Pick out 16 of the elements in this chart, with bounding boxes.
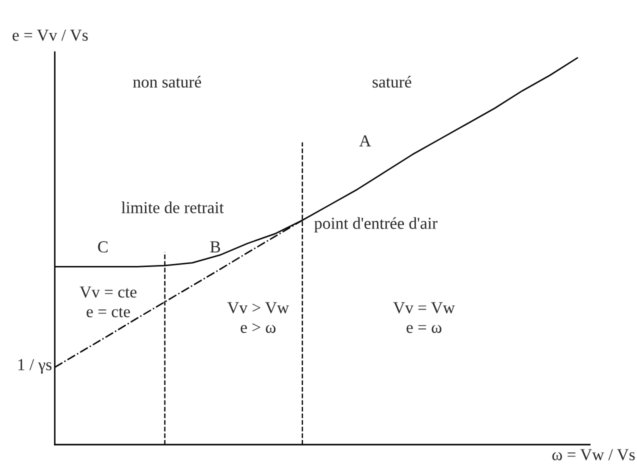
annotation: Vv = Vw xyxy=(393,302,455,314)
annotation: point d'entrée d'air xyxy=(314,217,438,232)
annotation: e > ω xyxy=(240,323,276,333)
annotation: e = cte xyxy=(86,308,130,318)
annotation: B xyxy=(210,241,220,252)
text: 1 / γs xyxy=(18,359,52,374)
annotation: non saturé xyxy=(133,76,202,88)
x-axis-title: ω = Vw / Vs xyxy=(552,449,635,460)
y-axis-title: e = Vv / Vs xyxy=(12,30,88,41)
annotation: e = ω xyxy=(406,324,442,333)
annotation: C xyxy=(98,241,108,252)
annotation: A xyxy=(359,135,372,146)
annotation: saturé xyxy=(372,76,412,88)
annotation: Vv = cte xyxy=(80,286,136,298)
annotation: limite de retrait xyxy=(121,202,224,214)
annotation: Vv > Vw xyxy=(227,302,289,314)
